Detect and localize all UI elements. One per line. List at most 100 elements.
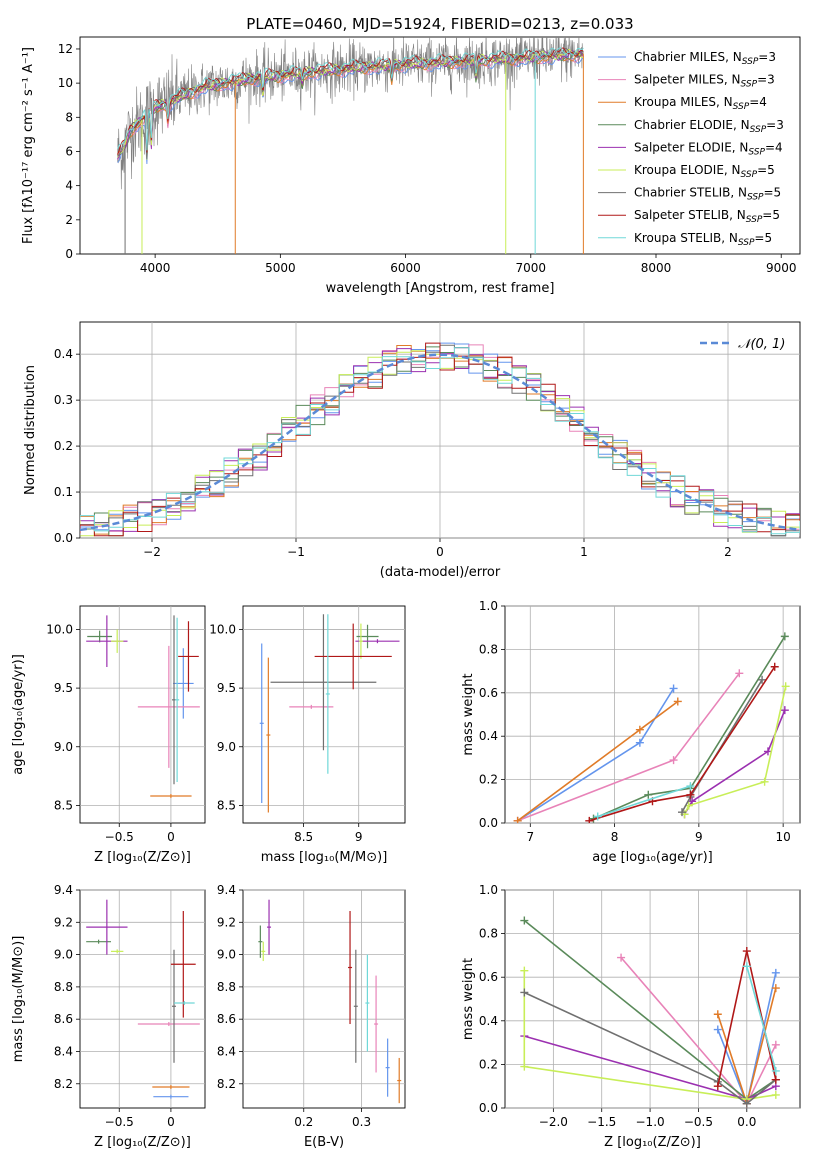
spectrum-panel: 4000 5000 6000 7000 8000 9000 0 2 4 6 8 10 12 wavelen… bbox=[21, 36, 801, 296]
y-tick-label: 8.8 bbox=[54, 980, 73, 994]
x-tick-label: 1 bbox=[580, 545, 588, 559]
x-tick-label: 9 bbox=[695, 830, 703, 844]
y-tick-label: 6 bbox=[65, 144, 73, 158]
mass-weight-marker-kroupa_elodie bbox=[520, 1062, 529, 1071]
plot-title: PLATE=0460, MJD=51924, FIBERID=0213, z=0… bbox=[246, 15, 633, 33]
mass-vs-extinction-panel: 0.2 0.3 8.2 8.4 8.6 8.8 9.0 9.2 9.4 E(B-V) bbox=[217, 883, 406, 1150]
x-tick-label: −0.5 bbox=[105, 1115, 134, 1129]
x-tick-label: 8.5 bbox=[294, 830, 313, 844]
mass-weight-marker-salpeter_stelib bbox=[585, 816, 594, 823]
y-tick-label: 12 bbox=[58, 42, 73, 56]
mass-weight-marker-salpeter_miles bbox=[771, 1040, 780, 1049]
x-tick-label: −1.0 bbox=[636, 1115, 665, 1129]
mass-weight-line-chabrier_stelib bbox=[523, 991, 777, 1105]
model-spectrum-kroupa_elodie bbox=[117, 48, 584, 160]
x-tick-label: 10 bbox=[776, 830, 791, 844]
legend-entry: Kroupa ELODIE, NSSP=5 bbox=[634, 163, 775, 180]
y-tick-label: 9.2 bbox=[217, 915, 236, 929]
x-tick-label: −2.0 bbox=[539, 1115, 568, 1129]
y-tick-label: 0.8 bbox=[479, 927, 498, 941]
y-tick-label: 0.6 bbox=[479, 686, 498, 700]
mass-weight-marker-kroupa_elodie bbox=[781, 682, 790, 691]
mass-weight-line-chabrier_elodie bbox=[593, 635, 786, 820]
y-tick-label: 0.4 bbox=[54, 347, 73, 361]
y-tick-label: 8.6 bbox=[54, 1012, 73, 1026]
axes-frame bbox=[79, 36, 801, 255]
y-tick-label: 1.0 bbox=[479, 883, 498, 897]
y-axis-label: age [log₁₀(age/yr)] bbox=[11, 654, 26, 775]
x-tick-label: 9000 bbox=[766, 261, 797, 275]
axes-frame bbox=[79, 605, 206, 824]
mass-weight-vs-metallicity-panel: −2.0 −1.5 −1.0 −0.5 0.0 0.0 0.2 0.4 0.6 0.8 1.0 Z [… bbox=[461, 883, 801, 1150]
legend-entry: Kroupa STELIB, NSSP=5 bbox=[634, 231, 772, 248]
x-tick-label: 0 bbox=[436, 545, 444, 559]
x-axis-label: E(B-V) bbox=[304, 1135, 344, 1150]
y-tick-label: 10.0 bbox=[209, 622, 236, 636]
x-tick-label: 0.3 bbox=[352, 1115, 371, 1129]
x-tick-label: 7 bbox=[526, 830, 534, 844]
y-tick-label: 0.1 bbox=[54, 485, 73, 499]
y-tick-label: 9.5 bbox=[217, 681, 236, 695]
mass-weight-marker-salpeter_elodie bbox=[780, 706, 789, 715]
y-axis-label: mass weight bbox=[461, 958, 476, 1040]
mass-weight-marker-chabrier_elodie bbox=[520, 916, 529, 925]
y-tick-label: 0.2 bbox=[479, 773, 498, 787]
y-axis-label: mass weight bbox=[461, 673, 476, 755]
x-tick-label: 8000 bbox=[641, 261, 672, 275]
mass-weight-marker-chabrier_miles bbox=[669, 684, 678, 693]
x-tick-label: 5000 bbox=[265, 261, 296, 275]
mass-weight-line-kroupa_elodie bbox=[683, 686, 787, 815]
x-tick-label: −2 bbox=[143, 545, 161, 559]
mass-weight-marker-chabrier_miles bbox=[635, 738, 644, 747]
age-vs-metallicity-panel: −0.5 0 8.5 9.0 9.5 10.0 Z [log₁₀(Z/Z⊙)] age [lo… bbox=[11, 605, 206, 865]
x-axis-label: Z [log₁₀(Z/Z⊙)] bbox=[604, 1135, 701, 1150]
mass-weight-line-kroupa_stelib bbox=[746, 966, 777, 1072]
mass-weight-marker-salpeter_stelib bbox=[742, 947, 751, 956]
legend-entry: Chabrier MILES, NSSP=3 bbox=[634, 50, 776, 67]
mass-vs-metallicity-panel: −0.5 0 8.2 8.4 8.6 8.8 9.0 9.2 9.4 Z [log₁₀(Z/Z⊙)… bbox=[11, 883, 206, 1150]
mass-weight-marker-chabrier_elodie bbox=[780, 632, 789, 641]
mass-weight-marker-salpeter_stelib bbox=[771, 1075, 780, 1084]
mass-weight-marker-kroupa_stelib bbox=[771, 1066, 780, 1075]
axes-frame bbox=[79, 889, 206, 1109]
histogram-legend: 𝒩(0, 1) bbox=[700, 337, 785, 352]
x-tick-label: 9 bbox=[355, 830, 363, 844]
y-tick-label: 2 bbox=[65, 213, 73, 227]
x-axis-label: Z [log₁₀(Z/Z⊙)] bbox=[94, 1135, 191, 1150]
mass-weight-marker-kroupa_miles bbox=[513, 816, 522, 823]
x-tick-label: −0.5 bbox=[684, 1115, 713, 1129]
y-tick-label: 9.0 bbox=[54, 740, 73, 754]
y-axis-label: Flux [fλ10⁻¹⁷ erg cm⁻² s⁻¹ A⁻¹] bbox=[21, 47, 36, 244]
y-tick-label: 8.2 bbox=[54, 1077, 73, 1091]
y-tick-label: 0.8 bbox=[479, 642, 498, 656]
y-tick-label: 0 bbox=[65, 247, 73, 261]
x-axis-label: (data-model)/error bbox=[380, 565, 501, 580]
mass-weight-marker-kroupa_stelib bbox=[593, 812, 602, 821]
y-tick-label: 9.2 bbox=[54, 915, 73, 929]
mass-weight-marker-salpeter_miles bbox=[617, 953, 626, 962]
mass-weight-line-kroupa_elodie bbox=[523, 970, 776, 1101]
legend-label-gaussian: 𝒩(0, 1) bbox=[738, 337, 785, 352]
x-tick-label: −1 bbox=[287, 545, 305, 559]
x-tick-label: 4000 bbox=[140, 261, 171, 275]
y-tick-label: 10 bbox=[58, 76, 73, 90]
mass-weight-marker-kroupa_miles bbox=[635, 725, 644, 734]
mass-weight-line-kroupa_miles bbox=[517, 700, 679, 822]
age-vs-mass-panel: 8.5 9 8.5 9.0 9.5 10.0 mass [log₁₀(M/M⊙)] bbox=[209, 605, 406, 865]
x-axis-label: mass [log₁₀(M/M⊙)] bbox=[261, 850, 388, 865]
y-tick-label: 4 bbox=[65, 179, 73, 193]
x-axis-label: Z [log₁₀(Z/Z⊙)] bbox=[94, 850, 191, 865]
legend-entry: Chabrier STELIB, NSSP=5 bbox=[634, 186, 781, 203]
y-tick-label: 1.0 bbox=[479, 599, 498, 613]
axes-frame bbox=[504, 605, 801, 824]
y-tick-label: 0.0 bbox=[479, 1101, 498, 1115]
x-tick-label: −1.5 bbox=[587, 1115, 616, 1129]
mass-weight-marker-salpeter_stelib bbox=[713, 1082, 722, 1091]
mass-weight-vs-age-panel: 7 8 9 10 0.0 0.2 0.4 0.6 0.8 1.0 age [log₁₀(age/yr… bbox=[461, 599, 801, 865]
mass-weight-marker-chabrier_miles bbox=[713, 1025, 722, 1034]
y-tick-label: 9.4 bbox=[54, 883, 73, 897]
y-axis-label: Normed distribution bbox=[23, 365, 38, 495]
x-tick-label: 2 bbox=[724, 545, 732, 559]
mass-weight-marker-chabrier_stelib bbox=[742, 1099, 751, 1108]
